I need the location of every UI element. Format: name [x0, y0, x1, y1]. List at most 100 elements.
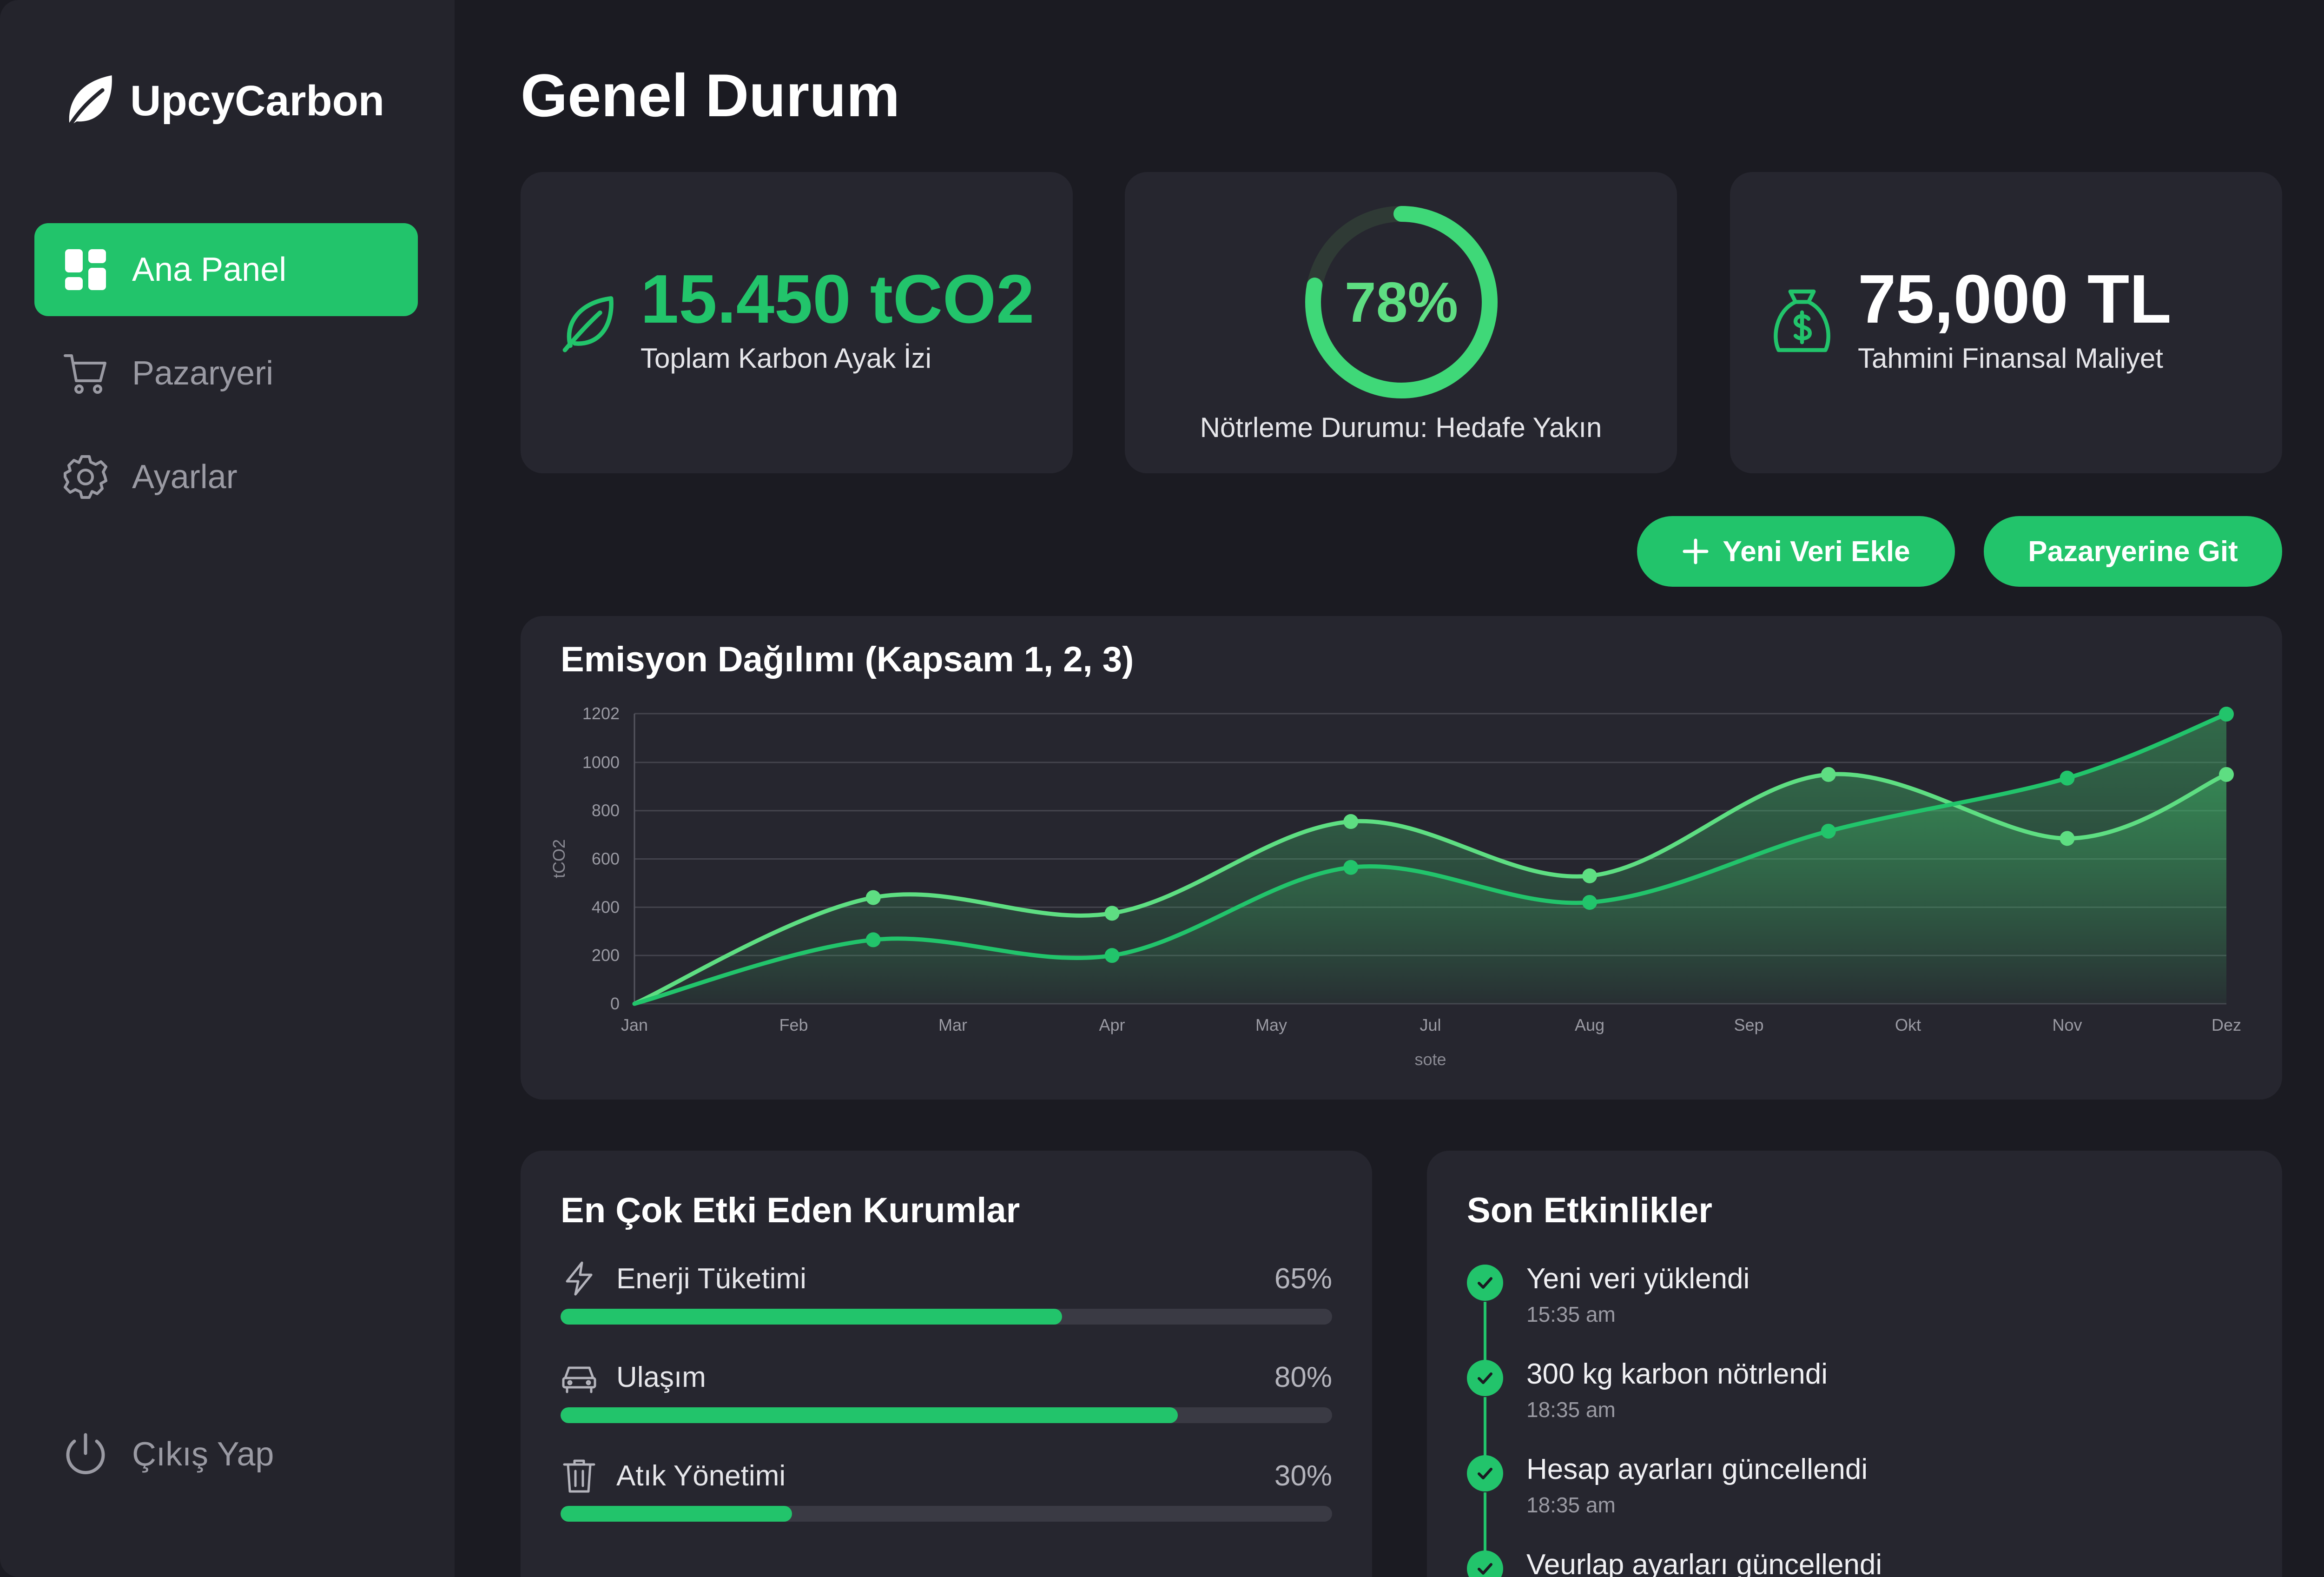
app-name: UpcyCarbon	[130, 77, 384, 125]
x-tick-label: Mar	[938, 1015, 967, 1034]
activity-item: Hesap ayarları güncellendi 18:35 am	[1467, 1455, 1868, 1517]
footprint-label: Toplam Karbon Ayak İzi	[640, 343, 931, 374]
progress-fill	[561, 1407, 1178, 1423]
x-tick-label: Dez	[2212, 1015, 2241, 1034]
org-label: Enerji Tüketimi	[616, 1262, 806, 1295]
y-axis-label: tCO2	[549, 839, 568, 878]
leaf-icon	[562, 296, 614, 352]
x-tick-label: May	[1255, 1015, 1287, 1034]
data-point	[2060, 831, 2075, 846]
sidebar: UpcyCarbon Ana Panel Pazaryeri Ayarlar Ç	[0, 0, 455, 1577]
cart-icon	[62, 350, 109, 397]
kpi-card-neutralization: 78% Nötrleme Durumu: Hedafe Yakın	[1125, 172, 1677, 473]
activity-item-time: 18:35 am	[1526, 1493, 1616, 1517]
progress-track	[561, 1309, 1332, 1325]
progress-ring	[1305, 206, 1498, 398]
go-marketplace-button[interactable]: Pazaryerine Git	[1984, 516, 2282, 587]
progress-fill	[561, 1309, 1062, 1325]
timeline-line	[1484, 1302, 1486, 1365]
y-tick-label: 1000	[582, 753, 620, 772]
logout-label: Çıkış Yap	[132, 1436, 274, 1473]
sidebar-item-ayarlar[interactable]: Ayarlar	[34, 431, 418, 523]
data-point	[1821, 767, 1836, 782]
x-tick-label: Feb	[779, 1015, 808, 1034]
org-pct: 30%	[1274, 1459, 1332, 1492]
add-data-button[interactable]: Yeni Veri Ekle	[1637, 516, 1955, 587]
data-point	[2219, 707, 2234, 722]
data-point	[865, 890, 881, 905]
power-icon	[62, 1431, 109, 1478]
progress-track	[561, 1407, 1332, 1423]
activity-item-title: 300 kg karbon nötrlendi	[1526, 1358, 1828, 1390]
org-pct: 80%	[1274, 1361, 1332, 1393]
data-point	[2060, 770, 2075, 786]
check-icon	[1467, 1455, 1503, 1491]
series-line	[632, 712, 2229, 1006]
data-point	[1582, 895, 1597, 910]
y-tick-label: 200	[592, 946, 620, 965]
logo: UpcyCarbon	[61, 70, 384, 133]
sidebar-item-label: Pazaryeri	[132, 355, 274, 392]
kpi-card-cost: 75,000 TL Tahmini Finansal Maliyet	[1730, 172, 2282, 473]
activity-title: Son Etkinlikler	[1467, 1191, 1712, 1230]
page-title: Genel Durum	[521, 61, 900, 129]
sidebar-item-ana-panel[interactable]: Ana Panel	[34, 223, 418, 316]
neutral-value: 78%	[1344, 271, 1459, 334]
activity-item-title: Hesap ayarları güncellendi	[1526, 1453, 1868, 1485]
car-icon	[562, 1366, 596, 1393]
leaf-logo-icon	[66, 75, 112, 131]
neutral-label: Nötrleme Durumu: Hedafe Yakın	[1200, 412, 1602, 443]
org-label: Ulaşım	[616, 1361, 706, 1393]
activity-item: Veurlap ayarları güncellendi	[1467, 1550, 1882, 1577]
data-point	[865, 932, 881, 948]
lightning-icon	[566, 1261, 593, 1296]
chart-title: Emisyon Dağılımı (Kapsam 1, 2, 3)	[561, 640, 1134, 679]
org-label: Atık Yönetimi	[616, 1459, 786, 1492]
org-row-energy: Enerji Tüketimi 65%	[561, 1258, 1332, 1325]
x-tick-label: Nov	[2052, 1015, 2082, 1034]
activity-item-time: 18:35 am	[1526, 1398, 1616, 1422]
org-row-transport: Ulaşım 80%	[561, 1356, 1332, 1423]
x-tick-label: Jul	[1419, 1015, 1441, 1034]
x-tick-label: Apr	[1099, 1015, 1125, 1034]
org-row-waste: Atık Yönetimi 30%	[561, 1455, 1332, 1522]
y-tick-label: 1202	[582, 704, 620, 723]
add-data-label: Yeni Veri Ekle	[1723, 535, 1910, 568]
series-area	[634, 714, 2226, 1004]
x-tick-label: Sep	[1734, 1015, 1763, 1034]
activity-item-time: 15:35 am	[1526, 1302, 1616, 1326]
y-tick-label: 600	[592, 849, 620, 868]
plus-icon	[1683, 538, 1709, 564]
cost-value: 75,000 TL	[1858, 261, 2172, 338]
sidebar-item-label: Ana Panel	[132, 251, 287, 288]
org-pct: 65%	[1274, 1262, 1332, 1295]
chart-card: Emisyon Dağılımı (Kapsam 1, 2, 3) 0 200 40…	[521, 616, 2282, 1100]
activity-card: Son Etkinlikler Yeni veri yüklendi 15:35…	[1427, 1151, 2282, 1577]
progress-track	[561, 1506, 1332, 1522]
top-orgs-title: En Çok Etki Eden Kurumlar	[561, 1191, 1020, 1230]
y-tick-label: 800	[592, 801, 620, 820]
trash-icon	[563, 1459, 595, 1493]
logout-button[interactable]: Çıkış Yap	[34, 1408, 418, 1501]
timeline-line	[1484, 1492, 1486, 1555]
activity-item-title: Veurlap ayarları güncellendi	[1526, 1549, 1882, 1577]
activity-item: 300 kg karbon nötrlendi 18:35 am	[1467, 1360, 1828, 1422]
data-point	[2219, 767, 2234, 782]
kpi-card-footprint: 15.450 tCO2 Toplam Karbon Ayak İzi	[521, 172, 1073, 473]
data-point	[1821, 823, 1836, 839]
x-tick-label: Jan	[621, 1015, 648, 1034]
go-marketplace-label: Pazaryerine Git	[2028, 535, 2238, 568]
x-tick-label: Aug	[1575, 1015, 1604, 1034]
check-icon	[1467, 1265, 1503, 1301]
y-tick-label: 400	[592, 897, 620, 916]
top-orgs-card: En Çok Etki Eden Kurumlar Enerji Tüketim…	[521, 1151, 1372, 1577]
y-tick-label: 0	[610, 994, 620, 1013]
emission-chart: 0 200 400 600 800 1000 1202 Jan Feb Mar Apr May Jul A…	[549, 704, 2241, 1069]
data-point	[1343, 860, 1359, 875]
check-icon	[1467, 1550, 1503, 1577]
activity-item-title: Yeni veri yüklendi	[1526, 1263, 1750, 1295]
sidebar-item-pazaryeri[interactable]: Pazaryeri	[34, 327, 418, 420]
sidebar-item-label: Ayarlar	[132, 458, 238, 496]
data-point	[1104, 948, 1120, 963]
